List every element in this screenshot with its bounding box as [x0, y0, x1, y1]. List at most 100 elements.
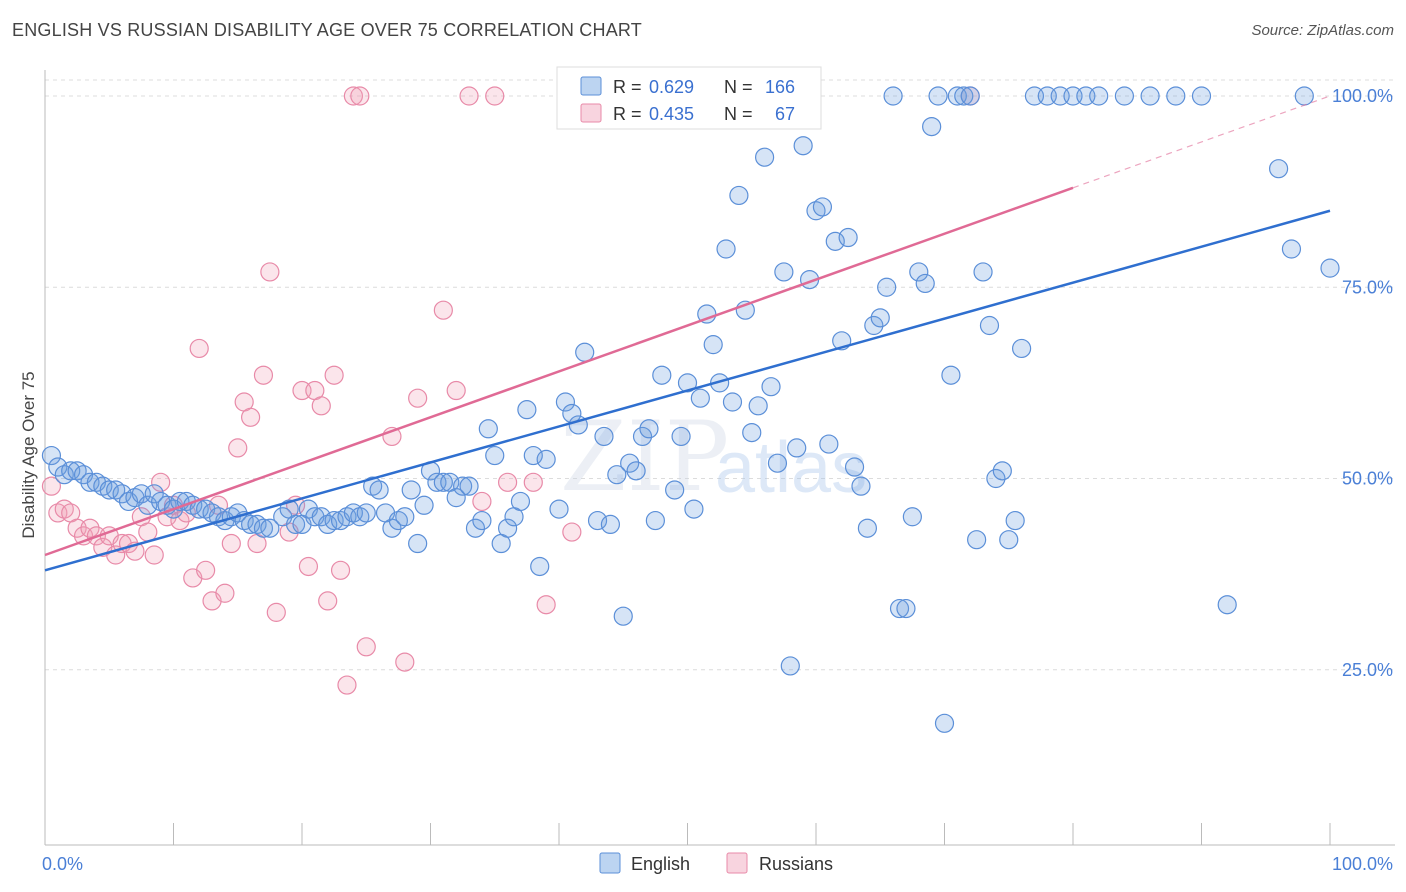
english-point-121 [844, 457, 865, 477]
english-point-54 [395, 507, 415, 527]
english-point-86 [613, 606, 633, 626]
trend-lines [44, 95, 1331, 572]
english-point-74 [523, 445, 543, 466]
english-point-154 [1114, 86, 1135, 106]
english-point-113 [793, 136, 813, 156]
english-point-96 [684, 499, 704, 519]
english-point-62 [446, 488, 466, 508]
english-point-126 [877, 277, 897, 297]
russians-point-15 [138, 522, 158, 542]
english-point-102 [722, 392, 743, 412]
english-point-37 [285, 514, 306, 535]
y-tick-50: 50.0% [1342, 469, 1393, 489]
english-point-158 [1217, 595, 1237, 615]
english-point-131 [909, 262, 929, 282]
english-point-146 [1005, 510, 1025, 531]
russians-points [41, 86, 980, 695]
english-point-15 [138, 495, 158, 515]
russians-point-55 [472, 491, 492, 512]
english-point-56 [408, 533, 428, 554]
english-point-55 [401, 480, 421, 500]
russians-point-45 [337, 675, 357, 695]
russians-point-51 [408, 388, 428, 408]
english-point-41 [311, 507, 331, 527]
english-point-34 [260, 518, 280, 538]
russians-point-48 [356, 637, 376, 657]
english-point-88 [626, 461, 646, 481]
english-point-78 [555, 392, 576, 412]
russians-point-41 [311, 396, 331, 416]
english-point-31 [241, 514, 261, 535]
english-point-109 [767, 453, 788, 473]
english-point-112 [787, 438, 807, 458]
english-point-106 [748, 396, 768, 416]
english-point-11 [112, 484, 132, 504]
y-axis-label: Disability Age Over 75 [19, 371, 38, 538]
english-point-0 [41, 445, 62, 466]
english-point-129 [896, 598, 916, 619]
english-point-73 [517, 400, 537, 420]
russians-point-20 [170, 510, 190, 531]
english-point-50 [369, 480, 389, 500]
english-point-33 [253, 518, 274, 538]
english-point-132 [915, 273, 935, 294]
english-point-84 [600, 514, 621, 535]
english-point-99 [703, 335, 723, 355]
y-tick-75: 75.0% [1342, 277, 1393, 297]
english-point-127 [883, 86, 903, 106]
english-point-83 [594, 426, 614, 447]
russians-point-28 [221, 533, 241, 554]
english-point-162 [1320, 258, 1340, 278]
english-legend-label: English [631, 854, 690, 874]
english-point-52 [382, 518, 402, 538]
y-tick-100: 100.0% [1332, 86, 1393, 106]
english-point-16 [144, 484, 164, 504]
english-r-value: 0.629 [649, 77, 694, 97]
english-point-133 [922, 116, 942, 137]
russians-point-43 [324, 365, 344, 385]
english-point-110 [774, 262, 794, 282]
russians-point-27 [215, 583, 235, 603]
english-point-155 [1140, 86, 1160, 106]
english-point-130 [902, 507, 922, 527]
russians-legend-label: Russians [759, 854, 833, 874]
russians-point-47 [350, 86, 370, 106]
english-point-92 [652, 365, 672, 385]
russians-point-16 [144, 545, 164, 565]
russians-point-52 [433, 300, 453, 320]
english-point-1 [48, 457, 68, 477]
english-points [41, 86, 1340, 733]
russians-point-46 [343, 86, 363, 106]
russians-point-35 [266, 602, 286, 622]
english-point-139 [960, 86, 980, 106]
english-point-65 [465, 518, 486, 538]
english-point-87 [620, 453, 640, 473]
english-point-98 [697, 304, 717, 324]
english-point-145 [999, 530, 1019, 550]
english-point-101 [716, 239, 736, 259]
english-point-97 [690, 388, 710, 408]
russians-trend-line [44, 186, 1074, 557]
english-point-140 [967, 530, 987, 550]
russians-point-54 [459, 86, 479, 106]
english-point-94 [671, 426, 691, 447]
english-point-6 [80, 472, 100, 492]
english-point-3 [61, 461, 81, 481]
english-swatch [580, 76, 602, 96]
english-point-91 [645, 510, 665, 531]
english-point-82 [587, 510, 608, 531]
russians-legend-swatch [726, 852, 748, 874]
source-label: Source: ZipAtlas.com [1251, 22, 1394, 39]
english-point-144 [992, 461, 1012, 481]
english-point-81 [575, 342, 595, 362]
english-point-60 [433, 472, 453, 492]
russians-point-59 [536, 595, 556, 615]
english-point-153 [1089, 86, 1109, 106]
english-point-76 [536, 449, 556, 469]
english-point-159 [1268, 159, 1289, 179]
russians-n-value: 67 [775, 104, 795, 124]
english-point-70 [498, 518, 518, 538]
english-point-141 [973, 262, 993, 282]
english-point-48 [356, 503, 376, 523]
english-point-107 [754, 147, 775, 167]
